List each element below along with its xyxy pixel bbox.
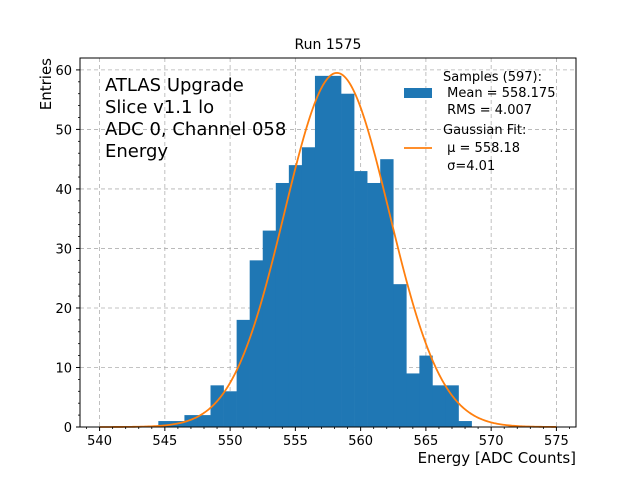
histogram-bar bbox=[432, 385, 446, 427]
legend-fit-line: μ = 558.18 bbox=[443, 141, 520, 156]
histogram-bar bbox=[275, 182, 290, 427]
annotation-line: Energy bbox=[105, 141, 168, 162]
legend-fit-line: σ=4.01 bbox=[443, 159, 495, 174]
gaussian-fit bbox=[99, 71, 557, 428]
annotation-line: ATLAS Upgrade bbox=[105, 75, 244, 96]
histogram-bar bbox=[249, 260, 264, 427]
y-tick-label: 40 bbox=[55, 183, 72, 198]
legend-samples-line: Samples (597): bbox=[443, 70, 542, 85]
histogram-bar bbox=[380, 159, 394, 427]
histogram-bar bbox=[197, 415, 211, 427]
y-tick-label: 30 bbox=[55, 242, 72, 257]
x-tick-label: 540 bbox=[87, 434, 112, 449]
histogram-bar bbox=[301, 147, 316, 427]
x-axis-label: Energy [ADC Counts] bbox=[418, 449, 576, 467]
legend: Samples (597): Mean = 558.175 RMS = 4.00… bbox=[404, 70, 555, 174]
y-axis-label: Entries bbox=[37, 58, 55, 110]
histogram-bar bbox=[184, 415, 198, 427]
histogram-bars bbox=[158, 75, 472, 428]
histogram-bar bbox=[393, 284, 407, 427]
legend-samples-line: Mean = 558.175 bbox=[443, 86, 555, 101]
histogram-bar bbox=[223, 391, 237, 427]
legend-swatch-samples bbox=[404, 88, 432, 98]
annotation-line: Slice v1.1 lo bbox=[105, 97, 214, 118]
chart-title: Run 1575 bbox=[295, 37, 362, 53]
histogram-bar bbox=[354, 171, 368, 427]
histogram-bar bbox=[445, 385, 459, 427]
y-tick-label: 10 bbox=[55, 361, 72, 376]
histogram-bar bbox=[288, 165, 303, 427]
x-tick-label: 575 bbox=[544, 434, 569, 449]
histogram-bar bbox=[262, 230, 277, 427]
histogram-bar bbox=[328, 75, 342, 428]
histogram-bar bbox=[341, 93, 355, 427]
x-tick-label: 545 bbox=[152, 434, 177, 449]
x-tick-label: 550 bbox=[218, 434, 243, 449]
histogram-bar bbox=[236, 319, 250, 427]
histogram-bar bbox=[314, 75, 329, 428]
histogram-bar bbox=[367, 182, 381, 427]
gaussian-fit-curve bbox=[99, 71, 557, 428]
x-axis-ticks: 540 545 550 555 560 565 570 575 bbox=[86, 427, 570, 449]
x-tick-label: 570 bbox=[479, 434, 504, 449]
chart-annotation: ATLAS Upgrade Slice v1.1 lo ADC 0, Chann… bbox=[105, 75, 286, 162]
histogram-bar bbox=[158, 421, 172, 427]
y-axis-ticks: 0 10 20 30 40 50 60 bbox=[55, 64, 80, 436]
plot-frame bbox=[79, 57, 577, 428]
y-tick-label: 50 bbox=[55, 123, 72, 138]
y-tick-label: 0 bbox=[64, 421, 72, 436]
legend-fit-line: Gaussian Fit: bbox=[443, 123, 526, 138]
histogram-bar bbox=[406, 373, 420, 427]
y-tick-label: 60 bbox=[55, 64, 72, 79]
x-tick-label: 560 bbox=[348, 434, 373, 449]
x-tick-label: 555 bbox=[283, 434, 308, 449]
x-tick-label: 565 bbox=[413, 434, 438, 449]
histogram-bar bbox=[458, 421, 472, 427]
legend-samples-line: RMS = 4.007 bbox=[443, 103, 532, 118]
annotation-line: ADC 0, Channel 058 bbox=[105, 119, 286, 140]
histogram-bar bbox=[419, 355, 433, 427]
y-tick-label: 20 bbox=[55, 302, 72, 317]
